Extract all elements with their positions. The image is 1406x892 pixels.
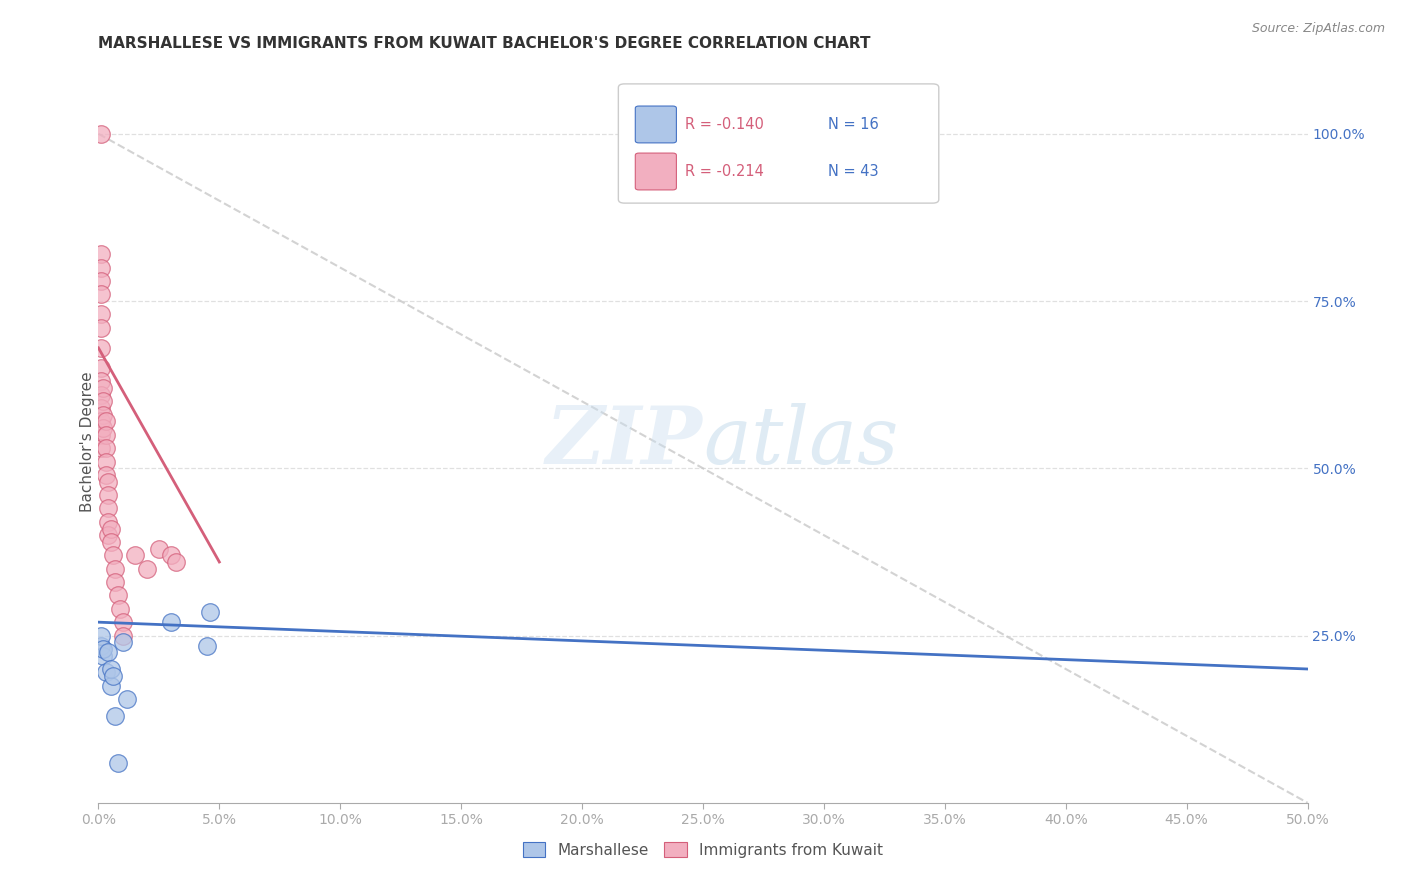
Point <box>108 602 131 616</box>
Point <box>135 562 157 576</box>
Point <box>91 381 114 395</box>
Point <box>160 615 183 630</box>
Point <box>90 307 112 322</box>
Text: atlas: atlas <box>703 403 898 480</box>
Point <box>104 708 127 723</box>
Point <box>90 628 112 642</box>
Text: ZIP: ZIP <box>546 403 703 480</box>
Text: R = -0.214: R = -0.214 <box>685 164 763 179</box>
Point <box>160 548 183 563</box>
Point <box>91 408 114 422</box>
Point <box>90 274 112 288</box>
Point <box>107 589 129 603</box>
Point <box>97 528 120 542</box>
Point <box>101 669 124 683</box>
Y-axis label: Bachelor's Degree: Bachelor's Degree <box>80 371 94 512</box>
Point <box>111 615 134 630</box>
Point <box>100 521 122 535</box>
Point <box>90 375 112 389</box>
Point <box>100 534 122 549</box>
Point <box>107 756 129 770</box>
Text: R = -0.140: R = -0.140 <box>685 117 763 132</box>
Point <box>165 555 187 569</box>
Point <box>97 475 120 489</box>
Point <box>90 361 112 376</box>
Point <box>100 679 122 693</box>
Point <box>94 665 117 680</box>
Point <box>148 541 170 556</box>
Point <box>91 648 114 663</box>
Point <box>100 662 122 676</box>
Text: N = 16: N = 16 <box>828 117 879 132</box>
Point <box>90 260 112 275</box>
Point <box>90 321 112 335</box>
Point <box>90 387 112 401</box>
Point <box>90 287 112 301</box>
Point <box>97 501 120 516</box>
Point <box>91 394 114 409</box>
Point <box>94 442 117 455</box>
FancyBboxPatch shape <box>636 106 676 143</box>
Point <box>124 548 146 563</box>
Point <box>91 642 114 657</box>
Point <box>198 605 221 619</box>
Point <box>111 635 134 649</box>
Point <box>90 442 112 455</box>
FancyBboxPatch shape <box>636 153 676 190</box>
Point <box>104 575 127 590</box>
Text: N = 43: N = 43 <box>828 164 879 179</box>
Point <box>90 341 112 355</box>
Point <box>101 548 124 563</box>
Point <box>90 414 112 429</box>
Point <box>90 639 112 653</box>
Point <box>117 692 139 706</box>
Point <box>104 562 127 576</box>
Point <box>90 401 112 416</box>
FancyBboxPatch shape <box>619 84 939 203</box>
Point <box>94 455 117 469</box>
Point <box>91 421 114 435</box>
Text: MARSHALLESE VS IMMIGRANTS FROM KUWAIT BACHELOR'S DEGREE CORRELATION CHART: MARSHALLESE VS IMMIGRANTS FROM KUWAIT BA… <box>98 36 870 51</box>
Point <box>97 488 120 502</box>
Point <box>111 628 134 642</box>
Point <box>90 127 112 141</box>
Text: Source: ZipAtlas.com: Source: ZipAtlas.com <box>1251 22 1385 36</box>
Point <box>195 639 218 653</box>
Point <box>97 515 120 529</box>
Point <box>94 414 117 429</box>
Point <box>94 427 117 442</box>
Point <box>97 645 120 659</box>
Legend: Marshallese, Immigrants from Kuwait: Marshallese, Immigrants from Kuwait <box>516 836 890 863</box>
Point <box>90 247 112 261</box>
Point <box>94 467 117 482</box>
Point <box>90 427 112 442</box>
